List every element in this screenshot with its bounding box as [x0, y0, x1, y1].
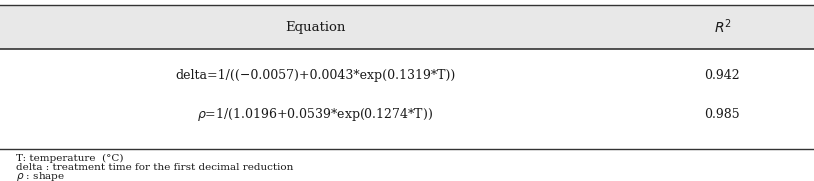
- Text: $\rho$=1/(1.0196+0.0539*exp(0.1274*T)): $\rho$=1/(1.0196+0.0539*exp(0.1274*T)): [197, 106, 434, 123]
- Text: delta : treatment time for the first decimal reduction: delta : treatment time for the first dec…: [16, 163, 294, 172]
- Text: 0.985: 0.985: [705, 108, 740, 121]
- Text: delta=1/((−0.0057)+0.0043*exp(0.1319*T)): delta=1/((−0.0057)+0.0043*exp(0.1319*T)): [175, 69, 456, 82]
- Text: $\rho$ : shape: $\rho$ : shape: [16, 170, 65, 181]
- Bar: [0, 5, 814, 49]
- Text: $R^2$: $R^2$: [714, 18, 731, 36]
- Text: 0.942: 0.942: [705, 69, 740, 82]
- Text: Equation: Equation: [285, 21, 346, 34]
- Text: T: temperature  (°C): T: temperature (°C): [16, 154, 124, 163]
